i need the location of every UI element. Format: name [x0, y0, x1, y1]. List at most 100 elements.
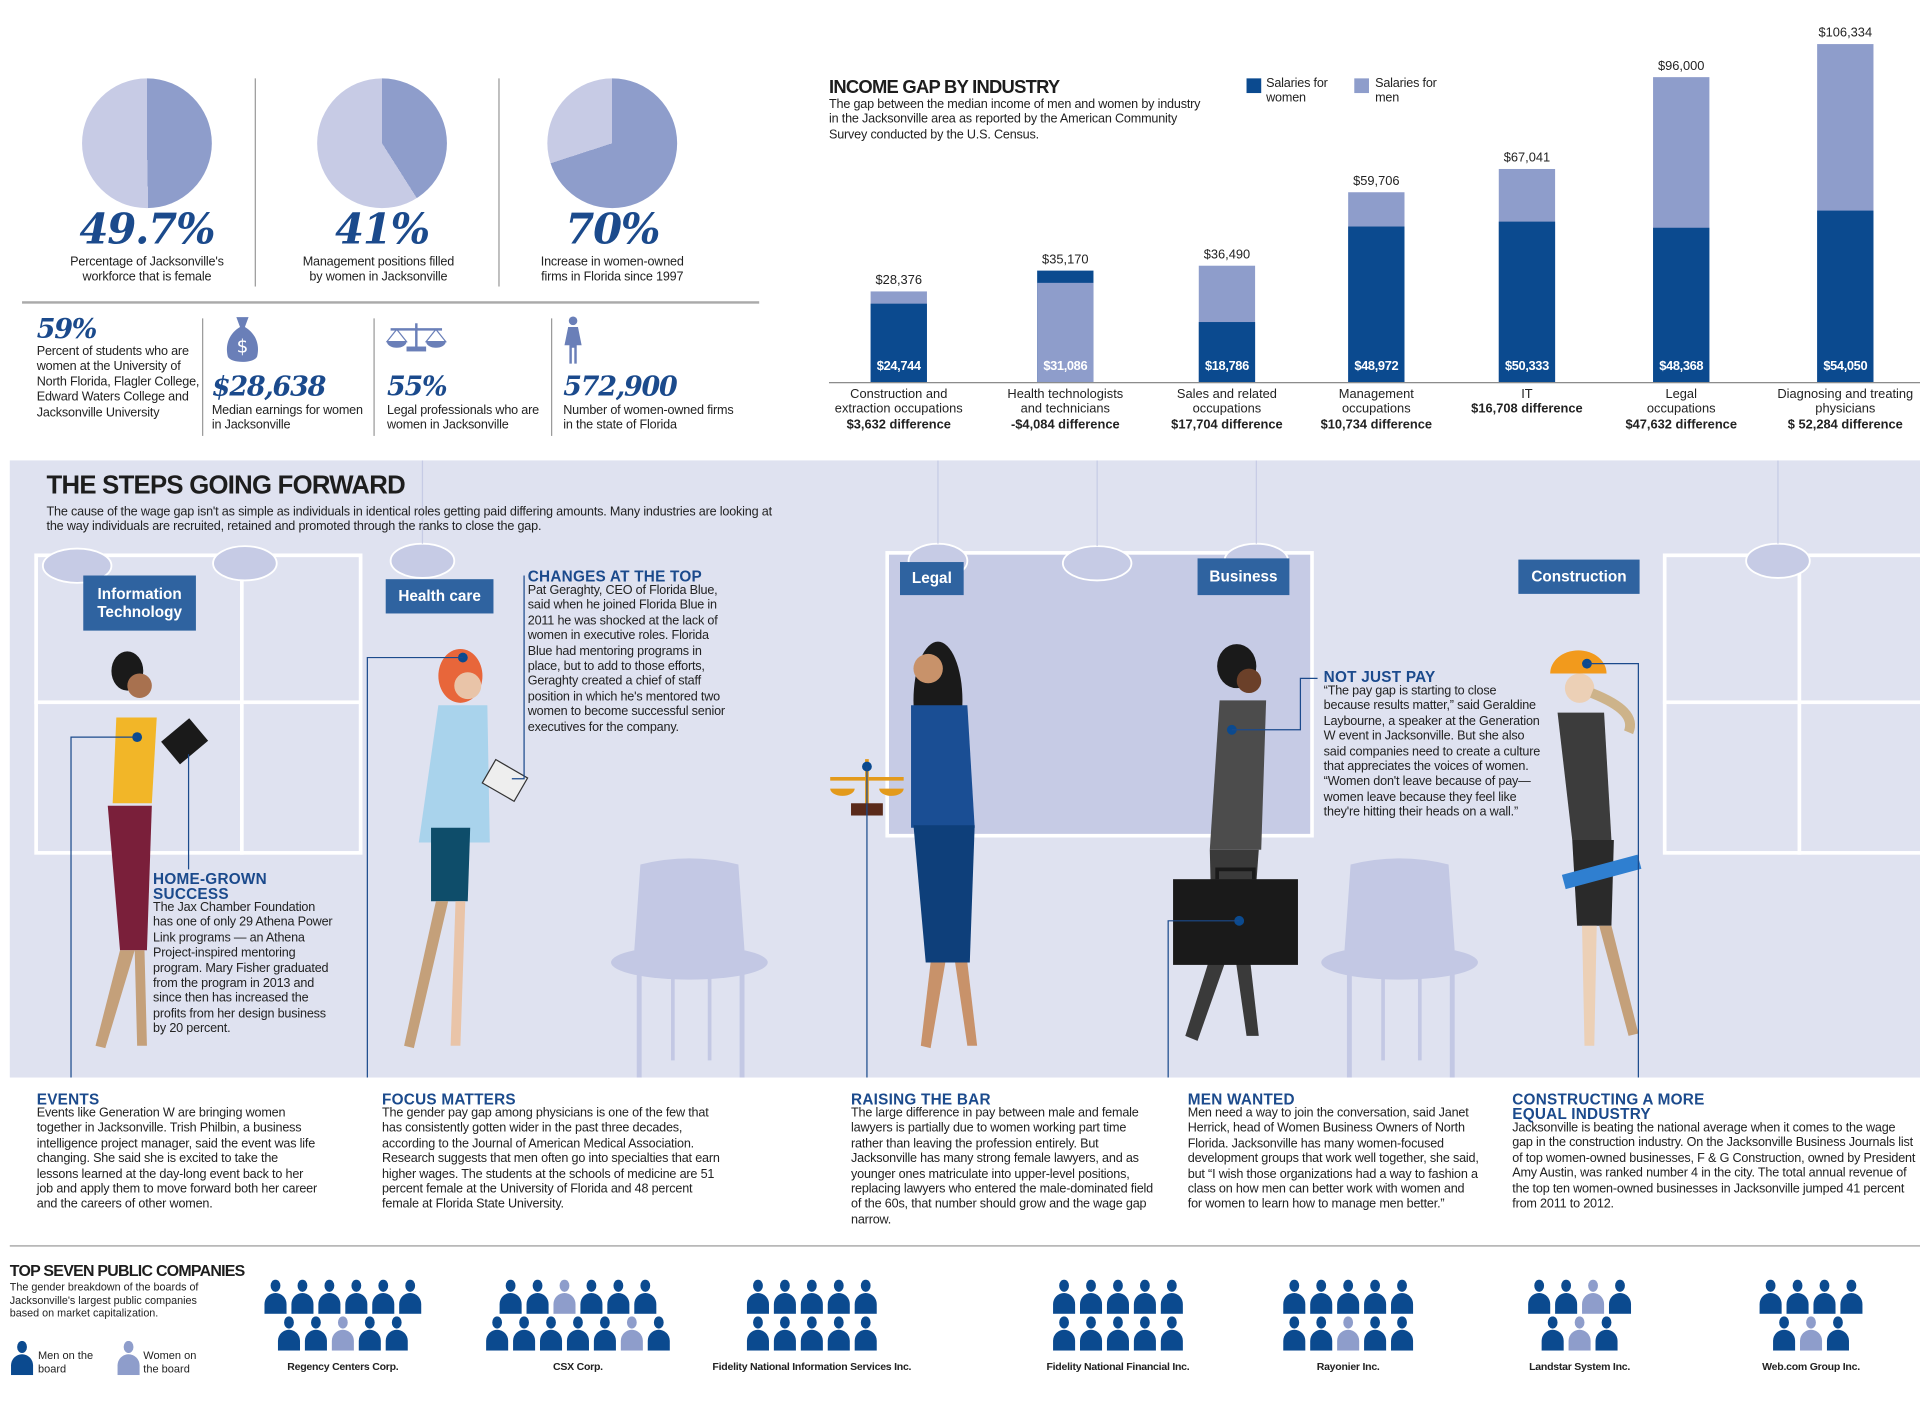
man-board-member-icon	[1595, 1316, 1618, 1351]
man-board-member-icon	[345, 1279, 368, 1314]
man-board-member-icon	[566, 1316, 589, 1351]
difference-label: $16,708 difference	[1471, 401, 1583, 417]
woman-board-member-icon	[1337, 1316, 1360, 1351]
difference-label: $47,632 difference	[1625, 417, 1737, 432]
man-board-member-icon	[1160, 1279, 1183, 1314]
man-board-member-icon	[1337, 1279, 1360, 1314]
man-board-member-icon	[1310, 1279, 1333, 1314]
man-board-member-icon	[358, 1316, 381, 1351]
window-frame	[1662, 700, 1920, 705]
pie-women-owned-firms	[547, 78, 678, 209]
difference-label: $17,704 difference	[1171, 417, 1283, 432]
man-board-member-icon	[1053, 1279, 1076, 1314]
divider	[22, 301, 760, 304]
board-row	[983, 1316, 1252, 1351]
man-board-member-icon	[1133, 1316, 1156, 1351]
company-name: Landstar System Inc.	[1529, 1360, 1631, 1373]
stat-caption: Median earnings for women in Jacksonvill…	[211, 404, 363, 433]
company-board: Fidelity National Financial Inc.	[983, 1279, 1252, 1373]
callout-home-grown-success: HOME-GROWN SUCCESS The Jax Chamber Found…	[153, 872, 337, 1038]
story-constructing: CONSTRUCTING A MORE EQUAL INDUSTRY Jacks…	[1512, 1092, 1919, 1213]
callout-title: HOME-GROWN SUCCESS	[153, 870, 267, 903]
man-board-member-icon	[1528, 1279, 1551, 1314]
bar-top-value-label: $28,376	[875, 273, 923, 289]
category-label-line: occupations	[1192, 401, 1262, 417]
man-board-member-icon	[1080, 1279, 1103, 1314]
man-board-member-icon	[580, 1279, 603, 1314]
divider	[498, 78, 500, 287]
category-label-line: Legal	[1665, 386, 1697, 402]
bar-top-value-label: $67,041	[1503, 150, 1551, 166]
divider	[9, 1245, 1920, 1247]
man-board-member-icon	[291, 1279, 314, 1314]
story-title: EVENTS	[36, 1091, 100, 1109]
company-board: CSX Corp.	[443, 1279, 712, 1373]
boards-title: TOP SEVEN PUBLIC COMPANIES	[9, 1261, 245, 1280]
man-board-member-icon	[1608, 1279, 1632, 1314]
tag-construction: Construction	[1518, 559, 1640, 594]
man-board-member-icon	[1786, 1279, 1809, 1314]
stat-value: 49.7%	[79, 205, 216, 255]
bar-top-value-label: $106,334	[1818, 25, 1873, 41]
man-board-member-icon	[1283, 1316, 1306, 1351]
man-board-member-icon	[746, 1279, 769, 1314]
board-row	[1445, 1316, 1714, 1351]
woman-board-icon	[117, 1340, 140, 1376]
category-label-line: Management	[1338, 386, 1414, 402]
health-woman-figure	[404, 648, 529, 1049]
category-label-line: Construction and	[850, 386, 948, 402]
category-label-line: Health technologists	[1007, 386, 1124, 402]
man-board-member-icon	[513, 1316, 536, 1351]
divider	[373, 318, 375, 436]
business-woman-figure	[1173, 644, 1298, 1041]
man-board-member-icon	[1759, 1279, 1782, 1314]
bar-men	[1037, 283, 1094, 383]
man-board-member-icon	[593, 1316, 616, 1351]
stat-value: 572,900	[563, 371, 678, 403]
bar-women	[1198, 322, 1256, 383]
man-board-member-icon	[854, 1316, 877, 1351]
man-board-member-icon	[304, 1316, 327, 1351]
man-board-member-icon	[607, 1279, 630, 1314]
man-board-member-icon	[854, 1279, 877, 1314]
bar-top-value-label: $59,706	[1353, 173, 1400, 189]
man-board-member-icon	[1160, 1316, 1183, 1351]
difference-label: -$4,084 difference	[1010, 417, 1120, 432]
company-name: Fidelity National Financial Inc.	[1046, 1360, 1190, 1373]
man-board-member-icon	[499, 1279, 522, 1314]
board-row	[1213, 1316, 1482, 1351]
board-row	[443, 1316, 712, 1351]
board-row	[677, 1279, 946, 1314]
callout-not-just-pay: NOT JUST PAY “The pay gap is starting to…	[1324, 669, 1544, 821]
category-label: Sales and related occupations $17,704 diff…	[1141, 387, 1312, 432]
construction-woman-figure	[1550, 650, 1642, 1046]
bar-top-value-label: $96,000	[1657, 58, 1705, 74]
board-row	[208, 1316, 477, 1351]
man-board-member-icon	[1773, 1316, 1796, 1351]
story-body: The gender pay gap among physicians is o…	[382, 1106, 720, 1212]
board-row	[1676, 1279, 1920, 1314]
man-board-member-icon	[800, 1279, 823, 1314]
money-bag-icon: $	[226, 317, 258, 362]
company-board: Web.com Group Inc.	[1676, 1279, 1920, 1373]
man-board-member-icon	[1053, 1316, 1076, 1351]
bar-inner-value-label: $31,086	[1043, 358, 1088, 374]
legend-women-on-board: Women on the board	[143, 1349, 197, 1376]
stat-caption: Legal professionals who are women in Jac…	[386, 404, 539, 433]
story-body: Events like Generation W are bringing wo…	[36, 1106, 318, 1212]
story-body: The large difference in pay between male…	[851, 1106, 1153, 1227]
stat-value: 55%	[386, 371, 448, 403]
pie-management-women	[317, 78, 447, 209]
callout-connectors	[70, 575, 1639, 1078]
window-frame	[240, 553, 244, 855]
window-frame	[1797, 553, 1802, 855]
chart-title: INCOME GAP BY INDUSTRY	[828, 77, 1060, 98]
legend-swatch-men	[1354, 78, 1369, 94]
category-label-line: occupations	[1342, 401, 1411, 417]
bar-inner-value-label: $48,368	[1659, 358, 1704, 374]
story-title: RAISING THE BAR	[851, 1091, 991, 1109]
tag-legal: Legal	[900, 562, 964, 596]
man-board-icon	[11, 1340, 34, 1376]
man-board-member-icon	[540, 1316, 563, 1351]
stat-value: 59%	[36, 313, 98, 346]
